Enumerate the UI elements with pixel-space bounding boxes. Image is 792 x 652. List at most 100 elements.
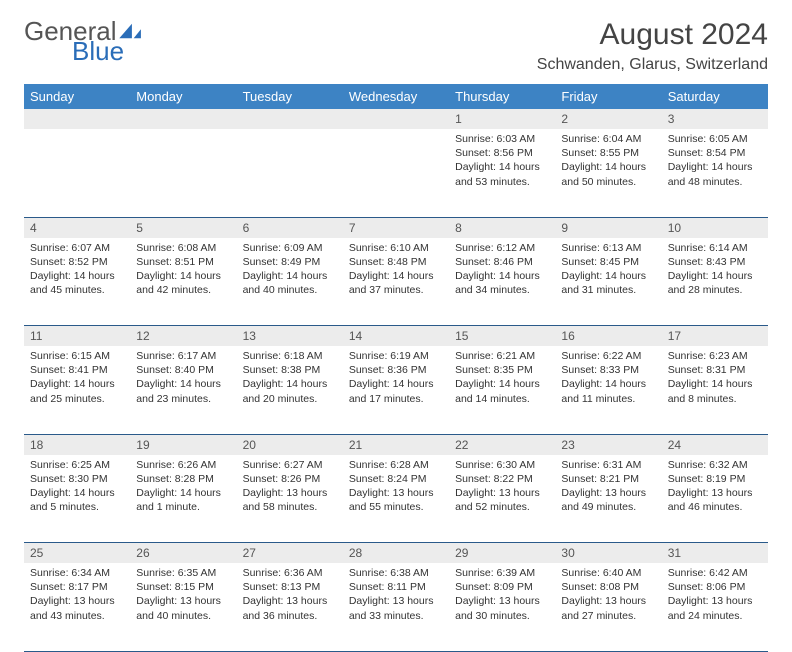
- calendar-table: SundayMondayTuesdayWednesdayThursdayFrid…: [24, 84, 768, 652]
- day-details: Sunrise: 6:25 AMSunset: 8:30 PMDaylight:…: [24, 455, 130, 521]
- day-number-cell: [343, 109, 449, 129]
- day-number-cell: 31: [662, 543, 768, 564]
- day-details: Sunrise: 6:38 AMSunset: 8:11 PMDaylight:…: [343, 563, 449, 629]
- day-details: Sunrise: 6:42 AMSunset: 8:06 PMDaylight:…: [662, 563, 768, 629]
- day-content-cell: Sunrise: 6:04 AMSunset: 8:55 PMDaylight:…: [555, 129, 661, 217]
- day-number-cell: 16: [555, 326, 661, 347]
- weekday-header-row: SundayMondayTuesdayWednesdayThursdayFrid…: [24, 84, 768, 109]
- day-details: Sunrise: 6:04 AMSunset: 8:55 PMDaylight:…: [555, 129, 661, 195]
- day-number: 12: [130, 326, 236, 346]
- day-content-cell: Sunrise: 6:19 AMSunset: 8:36 PMDaylight:…: [343, 346, 449, 434]
- day-number-cell: [24, 109, 130, 129]
- day-number: 26: [130, 543, 236, 563]
- day-content-cell: Sunrise: 6:40 AMSunset: 8:08 PMDaylight:…: [555, 563, 661, 651]
- logo: GeneralBlue: [24, 18, 143, 64]
- day-content-cell: [24, 129, 130, 217]
- day-details: Sunrise: 6:21 AMSunset: 8:35 PMDaylight:…: [449, 346, 555, 412]
- day-number-cell: 12: [130, 326, 236, 347]
- day-details: Sunrise: 6:22 AMSunset: 8:33 PMDaylight:…: [555, 346, 661, 412]
- weekday-header: Friday: [555, 84, 661, 109]
- day-number-cell: 15: [449, 326, 555, 347]
- day-content-cell: Sunrise: 6:25 AMSunset: 8:30 PMDaylight:…: [24, 455, 130, 543]
- day-number: 7: [343, 218, 449, 238]
- day-number: 11: [24, 326, 130, 346]
- weekday-header: Saturday: [662, 84, 768, 109]
- day-details: Sunrise: 6:27 AMSunset: 8:26 PMDaylight:…: [237, 455, 343, 521]
- day-number: 4: [24, 218, 130, 238]
- day-details: Sunrise: 6:34 AMSunset: 8:17 PMDaylight:…: [24, 563, 130, 629]
- day-content-row: Sunrise: 6:07 AMSunset: 8:52 PMDaylight:…: [24, 238, 768, 326]
- day-number-cell: 8: [449, 217, 555, 238]
- day-content-row: Sunrise: 6:15 AMSunset: 8:41 PMDaylight:…: [24, 346, 768, 434]
- day-content-row: Sunrise: 6:03 AMSunset: 8:56 PMDaylight:…: [24, 129, 768, 217]
- weekday-header: Tuesday: [237, 84, 343, 109]
- day-number: 31: [662, 543, 768, 563]
- day-number-cell: 22: [449, 434, 555, 455]
- day-number-cell: 18: [24, 434, 130, 455]
- day-number-cell: [237, 109, 343, 129]
- day-number-cell: 13: [237, 326, 343, 347]
- day-content-cell: Sunrise: 6:15 AMSunset: 8:41 PMDaylight:…: [24, 346, 130, 434]
- day-details: Sunrise: 6:23 AMSunset: 8:31 PMDaylight:…: [662, 346, 768, 412]
- day-content-row: Sunrise: 6:25 AMSunset: 8:30 PMDaylight:…: [24, 455, 768, 543]
- day-number-cell: 25: [24, 543, 130, 564]
- day-details: Sunrise: 6:28 AMSunset: 8:24 PMDaylight:…: [343, 455, 449, 521]
- day-number: 18: [24, 435, 130, 455]
- day-number: 13: [237, 326, 343, 346]
- day-content-cell: Sunrise: 6:21 AMSunset: 8:35 PMDaylight:…: [449, 346, 555, 434]
- day-content-cell: Sunrise: 6:05 AMSunset: 8:54 PMDaylight:…: [662, 129, 768, 217]
- day-number: 30: [555, 543, 661, 563]
- logo-text-2: Blue: [72, 38, 143, 64]
- day-number-cell: 9: [555, 217, 661, 238]
- day-details: Sunrise: 6:07 AMSunset: 8:52 PMDaylight:…: [24, 238, 130, 304]
- day-number: 1: [449, 109, 555, 129]
- day-number-cell: 24: [662, 434, 768, 455]
- day-number-cell: 1: [449, 109, 555, 129]
- day-number-cell: 23: [555, 434, 661, 455]
- day-details: Sunrise: 6:12 AMSunset: 8:46 PMDaylight:…: [449, 238, 555, 304]
- day-content-cell: Sunrise: 6:42 AMSunset: 8:06 PMDaylight:…: [662, 563, 768, 651]
- day-number-cell: 20: [237, 434, 343, 455]
- day-number: 6: [237, 218, 343, 238]
- day-number: 16: [555, 326, 661, 346]
- day-details: Sunrise: 6:14 AMSunset: 8:43 PMDaylight:…: [662, 238, 768, 304]
- day-number-cell: 3: [662, 109, 768, 129]
- day-number: 29: [449, 543, 555, 563]
- day-number: 2: [555, 109, 661, 129]
- day-details: Sunrise: 6:35 AMSunset: 8:15 PMDaylight:…: [130, 563, 236, 629]
- day-number-cell: 27: [237, 543, 343, 564]
- weekday-header: Monday: [130, 84, 236, 109]
- day-content-cell: Sunrise: 6:36 AMSunset: 8:13 PMDaylight:…: [237, 563, 343, 651]
- day-content-cell: Sunrise: 6:08 AMSunset: 8:51 PMDaylight:…: [130, 238, 236, 326]
- day-details: Sunrise: 6:30 AMSunset: 8:22 PMDaylight:…: [449, 455, 555, 521]
- day-content-cell: Sunrise: 6:07 AMSunset: 8:52 PMDaylight:…: [24, 238, 130, 326]
- day-content-cell: Sunrise: 6:32 AMSunset: 8:19 PMDaylight:…: [662, 455, 768, 543]
- day-number: 8: [449, 218, 555, 238]
- day-number-cell: 26: [130, 543, 236, 564]
- day-content-cell: Sunrise: 6:35 AMSunset: 8:15 PMDaylight:…: [130, 563, 236, 651]
- day-content-cell: Sunrise: 6:09 AMSunset: 8:49 PMDaylight:…: [237, 238, 343, 326]
- day-number: 17: [662, 326, 768, 346]
- day-content-cell: Sunrise: 6:31 AMSunset: 8:21 PMDaylight:…: [555, 455, 661, 543]
- day-details: Sunrise: 6:03 AMSunset: 8:56 PMDaylight:…: [449, 129, 555, 195]
- day-content-cell: Sunrise: 6:27 AMSunset: 8:26 PMDaylight:…: [237, 455, 343, 543]
- day-number-cell: 4: [24, 217, 130, 238]
- header: GeneralBlue August 2024 Schwanden, Glaru…: [24, 18, 768, 74]
- weekday-header: Sunday: [24, 84, 130, 109]
- day-number-cell: 21: [343, 434, 449, 455]
- day-content-cell: Sunrise: 6:18 AMSunset: 8:38 PMDaylight:…: [237, 346, 343, 434]
- day-number: 27: [237, 543, 343, 563]
- day-details: Sunrise: 6:39 AMSunset: 8:09 PMDaylight:…: [449, 563, 555, 629]
- day-details: Sunrise: 6:13 AMSunset: 8:45 PMDaylight:…: [555, 238, 661, 304]
- day-number-row: 25262728293031: [24, 543, 768, 564]
- day-details: Sunrise: 6:05 AMSunset: 8:54 PMDaylight:…: [662, 129, 768, 195]
- day-number-cell: 17: [662, 326, 768, 347]
- day-content-cell: Sunrise: 6:38 AMSunset: 8:11 PMDaylight:…: [343, 563, 449, 651]
- day-content-cell: Sunrise: 6:26 AMSunset: 8:28 PMDaylight:…: [130, 455, 236, 543]
- day-details: Sunrise: 6:09 AMSunset: 8:49 PMDaylight:…: [237, 238, 343, 304]
- day-content-cell: Sunrise: 6:13 AMSunset: 8:45 PMDaylight:…: [555, 238, 661, 326]
- day-number: 15: [449, 326, 555, 346]
- day-content-cell: [130, 129, 236, 217]
- day-number-cell: 7: [343, 217, 449, 238]
- weekday-header: Wednesday: [343, 84, 449, 109]
